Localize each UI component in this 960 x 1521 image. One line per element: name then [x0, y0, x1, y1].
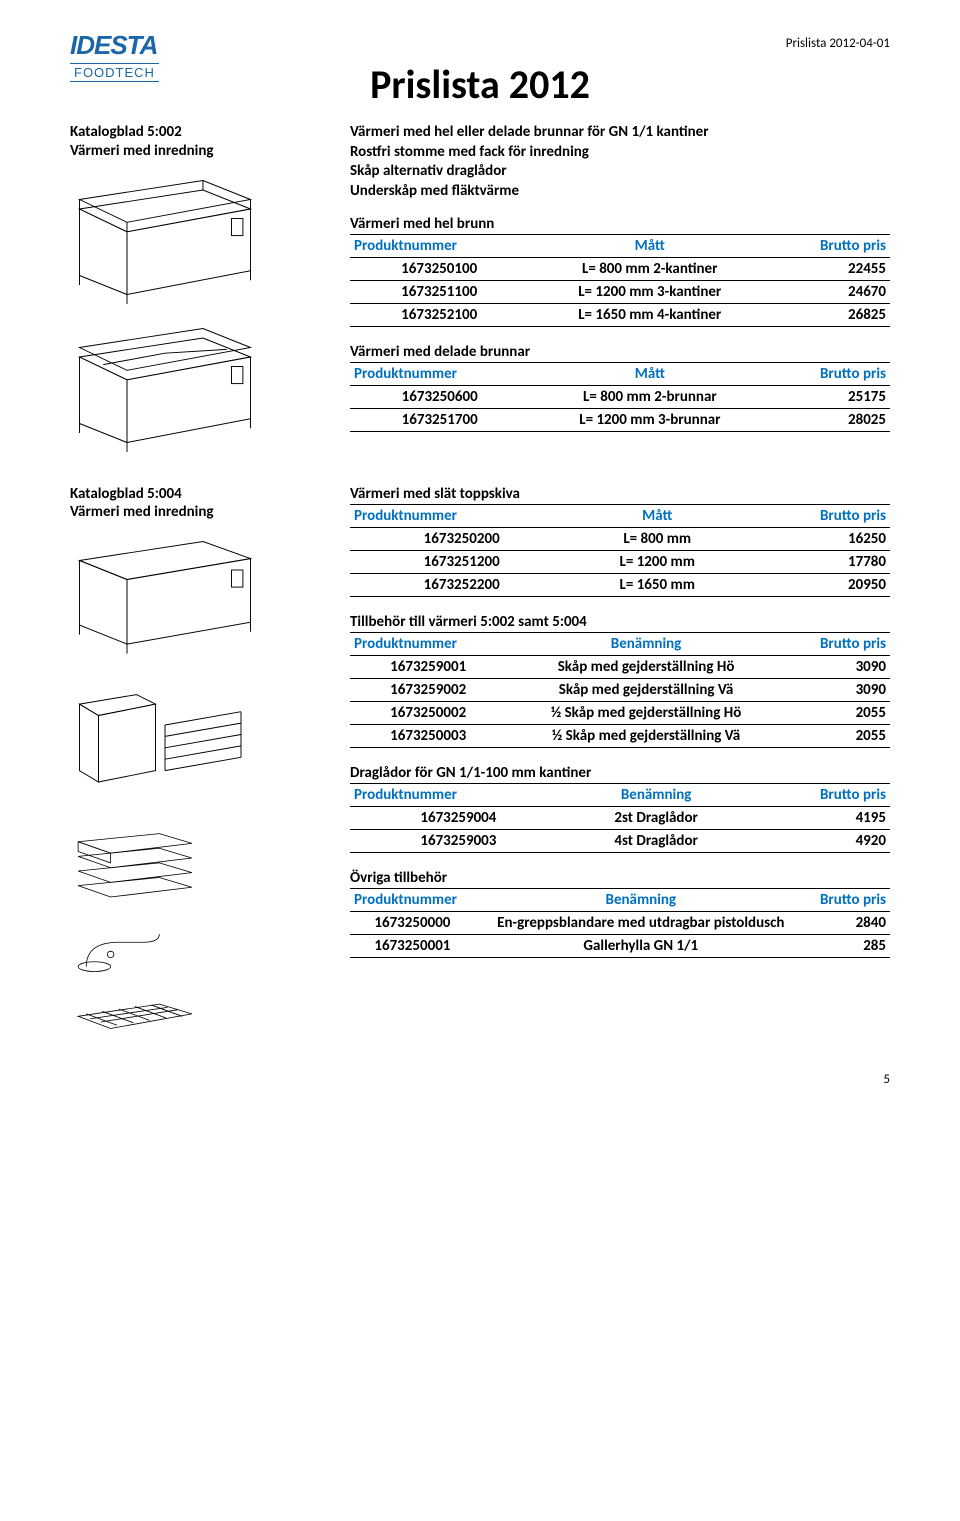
price-table: Produktnummer Benämning Brutto pris 1673… — [350, 888, 890, 958]
col-header: Benämning — [475, 888, 807, 911]
table-title: Värmeri med delade brunnar — [350, 343, 890, 361]
catalog-sublabel: Värmeri med inredning — [70, 142, 330, 161]
table-title: Tillbehör till värmeri 5:002 samt 5:004 — [350, 613, 890, 631]
table-title: Värmeri med slät toppskiva — [350, 485, 890, 503]
table-title: Värmeri med hel brunn — [350, 215, 890, 233]
col-header: Produktnummer — [350, 888, 475, 911]
price-table: Produktnummer Mått Brutto pris 167325020… — [350, 504, 890, 597]
table-row: 16732590042st Draglådor4195 — [350, 806, 890, 829]
desc-line: Rostfri stomme med fack för inredning — [350, 143, 890, 163]
logo-main: IDESTA — [70, 30, 230, 61]
price-table: Produktnummer Mått Brutto pris 167325060… — [350, 362, 890, 432]
left-column: Katalogblad 5:002 Värmeri med inredning — [70, 123, 330, 457]
col-header: Brutto pris — [770, 363, 890, 386]
col-header: Brutto pris — [745, 783, 890, 806]
col-header: Benämning — [506, 632, 785, 655]
warmer-unit-divided-illustration — [70, 319, 260, 452]
table-row: 1673251100L= 1200 mm 3-kantiner24670 — [350, 281, 890, 304]
price-table: Produktnummer Benämning Brutto pris 1673… — [350, 632, 890, 748]
price-table: Produktnummer Benämning Brutto pris 1673… — [350, 783, 890, 853]
catalog-label: Katalogblad 5:004 — [70, 485, 330, 504]
price-table: Produktnummer Mått Brutto pris 167325010… — [350, 234, 890, 327]
desc-line: Skåp alternativ draglådor — [350, 162, 890, 182]
right-column: Värmeri med hel eller delade brunnar för… — [350, 123, 890, 457]
desc-line: Värmeri med hel eller delade brunnar för… — [350, 123, 890, 143]
table-title: Övriga tillbehör — [350, 869, 890, 887]
description: Värmeri med hel eller delade brunnar för… — [350, 123, 890, 201]
table-row: 1673252100L= 1650 mm 4-kantiner26825 — [350, 304, 890, 327]
table-row: 1673251200L= 1200 mm17780 — [350, 550, 890, 573]
table-row: 1673250200L= 800 mm16250 — [350, 527, 890, 550]
table-row: 16732590034st Draglådor4920 — [350, 829, 890, 852]
table-row: 1673250001Gallerhylla GN 1/1285 — [350, 934, 890, 957]
col-header: Brutto pris — [741, 504, 890, 527]
left-column: Katalogblad 5:004 Värmeri med inredning — [70, 485, 330, 1042]
col-header: Produktnummer — [350, 783, 567, 806]
col-header: Brutto pris — [807, 888, 890, 911]
faucet-illustration — [70, 926, 200, 983]
table-row: 1673259001Skåp med gejderställning Hö309… — [350, 655, 890, 678]
col-header: Mått — [528, 235, 771, 258]
table-title: Draglådor för GN 1/1-100 mm kantiner — [350, 764, 890, 782]
drawers-illustration — [70, 832, 200, 905]
col-header: Benämning — [567, 783, 746, 806]
right-column: Värmeri med slät toppskiva Produktnummer… — [350, 485, 890, 1042]
col-header: Produktnummer — [350, 235, 528, 258]
col-header: Produktnummer — [350, 632, 506, 655]
table-row: 1673251700L= 1200 mm 3-brunnar28025 — [350, 409, 890, 432]
desc-line: Underskåp med fläktvärme — [350, 182, 890, 202]
table-row: 1673259002Skåp med gejderställning Vä309… — [350, 678, 890, 701]
logo-sub: FOODTECH — [70, 63, 159, 82]
col-header: Mått — [529, 363, 770, 386]
catalog-sublabel: Värmeri med inredning — [70, 503, 330, 522]
logo: IDESTA FOODTECH — [70, 30, 230, 90]
page-number: 5 — [883, 1072, 890, 1087]
col-header: Brutto pris — [786, 632, 890, 655]
cabinet-rack-illustration — [70, 687, 260, 801]
catalog-label: Katalogblad 5:002 — [70, 123, 330, 142]
header-date: Prislista 2012-04-01 — [786, 36, 890, 51]
flat-top-unit-illustration — [70, 532, 260, 656]
warmer-unit-illustration — [70, 171, 260, 304]
table-row: 1673250000En-greppsblandare med utdragba… — [350, 911, 890, 934]
table-row: 1673250003½ Skåp med gejderställning Vä2… — [350, 724, 890, 747]
col-header: Mått — [573, 504, 741, 527]
grid-shelf-illustration — [70, 996, 200, 1037]
col-header: Produktnummer — [350, 504, 573, 527]
table-row: 1673250002½ Skåp med gejderställning Hö2… — [350, 701, 890, 724]
table-row: 1673250100L= 800 mm 2-kantiner22455 — [350, 258, 890, 281]
section-5002: Katalogblad 5:002 Värmeri med inredning — [70, 123, 890, 457]
col-header: Produktnummer — [350, 363, 529, 386]
col-header: Brutto pris — [771, 235, 890, 258]
table-row: 1673252200L= 1650 mm20950 — [350, 573, 890, 596]
section-5004: Katalogblad 5:004 Värmeri med inredning — [70, 485, 890, 1042]
table-row: 1673250600L= 800 mm 2-brunnar25175 — [350, 386, 890, 409]
